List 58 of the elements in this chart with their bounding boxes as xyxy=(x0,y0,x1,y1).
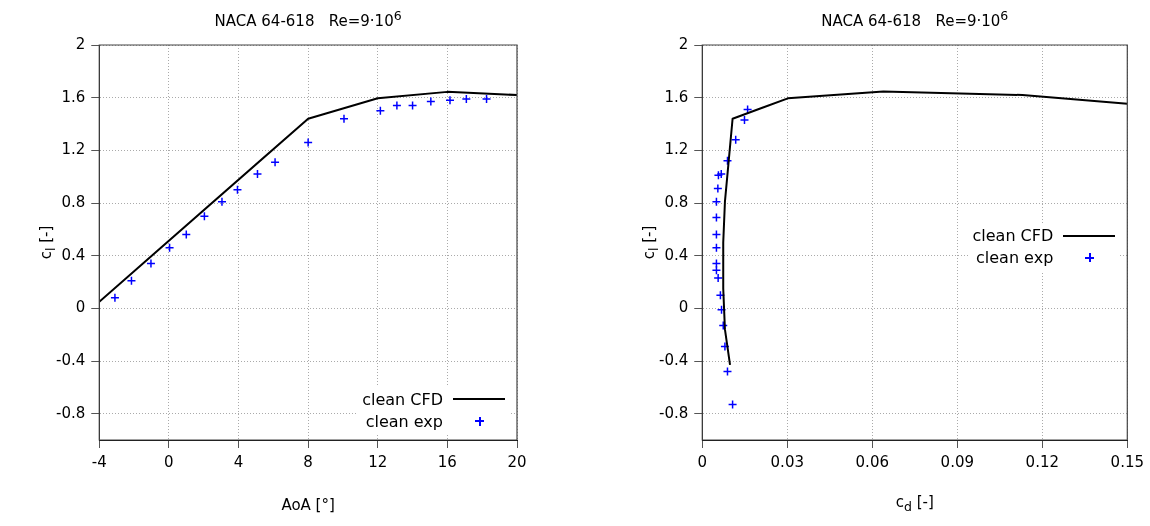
x-tick-label: 0.09 xyxy=(940,452,974,471)
y-tick-label: 0.4 xyxy=(664,245,689,264)
x-tick-label: 0.06 xyxy=(855,452,889,471)
x-tick-label: 16 xyxy=(437,452,457,471)
y-tick-label: 1.6 xyxy=(61,87,86,106)
y-tick-label: 0 xyxy=(678,298,689,317)
y-tick-label: 1.2 xyxy=(61,140,86,159)
point xyxy=(461,94,472,104)
legend-label: clean exp xyxy=(365,411,443,431)
x-tick-label: 12 xyxy=(368,452,388,471)
y-tick-label: -0.4 xyxy=(658,350,689,369)
x-tick-label: 0.15 xyxy=(1110,452,1144,471)
y-tick-label: 2 xyxy=(678,34,689,53)
point xyxy=(730,135,741,145)
y-tick-label: -0.8 xyxy=(658,403,689,422)
point xyxy=(232,185,243,195)
point xyxy=(375,106,386,116)
point xyxy=(110,293,120,303)
x-tick-label: 4 xyxy=(233,452,244,471)
point xyxy=(252,169,263,179)
x-tick-label: 0 xyxy=(697,452,708,471)
y-tick-label: 1.2 xyxy=(664,140,689,159)
point xyxy=(392,100,402,111)
y-tick-label: 2 xyxy=(75,34,86,53)
x-tick-label: -4 xyxy=(91,452,107,471)
y-tick-label: -0.8 xyxy=(55,403,86,422)
point xyxy=(164,243,175,253)
point xyxy=(445,95,455,106)
point xyxy=(739,115,750,125)
point xyxy=(146,258,156,269)
point xyxy=(426,96,436,107)
x-tick-label: 0 xyxy=(164,452,174,471)
x-axis-title: c$_{d}$ [-] xyxy=(894,493,935,514)
point xyxy=(713,273,723,283)
chart-title: NACA 64-618 Re=9·10$^{6}$ xyxy=(820,8,1010,30)
y-tick-label: -0.4 xyxy=(55,350,86,369)
point xyxy=(303,137,313,148)
point xyxy=(711,243,722,253)
y-tick-label: 1.6 xyxy=(664,87,689,106)
y-tick-label: 0.4 xyxy=(61,245,86,264)
x-tick-label: 20 xyxy=(507,452,527,471)
x-tick-label: 8 xyxy=(303,452,313,471)
point xyxy=(481,94,492,104)
point xyxy=(339,113,349,124)
legend-label: clean CFD xyxy=(362,389,443,409)
legend-label: clean exp xyxy=(976,248,1054,268)
y-tick-label: 0.8 xyxy=(664,192,689,211)
chart-title: NACA 64-618 Re=9·10$^{6}$ xyxy=(213,8,403,30)
y-tick-label: 0 xyxy=(75,298,86,317)
y-tick-label: 0.8 xyxy=(61,192,86,211)
point xyxy=(270,157,280,167)
point xyxy=(199,211,210,221)
point xyxy=(217,196,227,207)
x-tick-label: 0.12 xyxy=(1025,452,1059,471)
x-axis-title: AoA [°] xyxy=(280,496,336,514)
legend-label: clean CFD xyxy=(972,226,1054,246)
x-tick-label: 0.03 xyxy=(770,452,804,471)
point xyxy=(713,183,723,194)
